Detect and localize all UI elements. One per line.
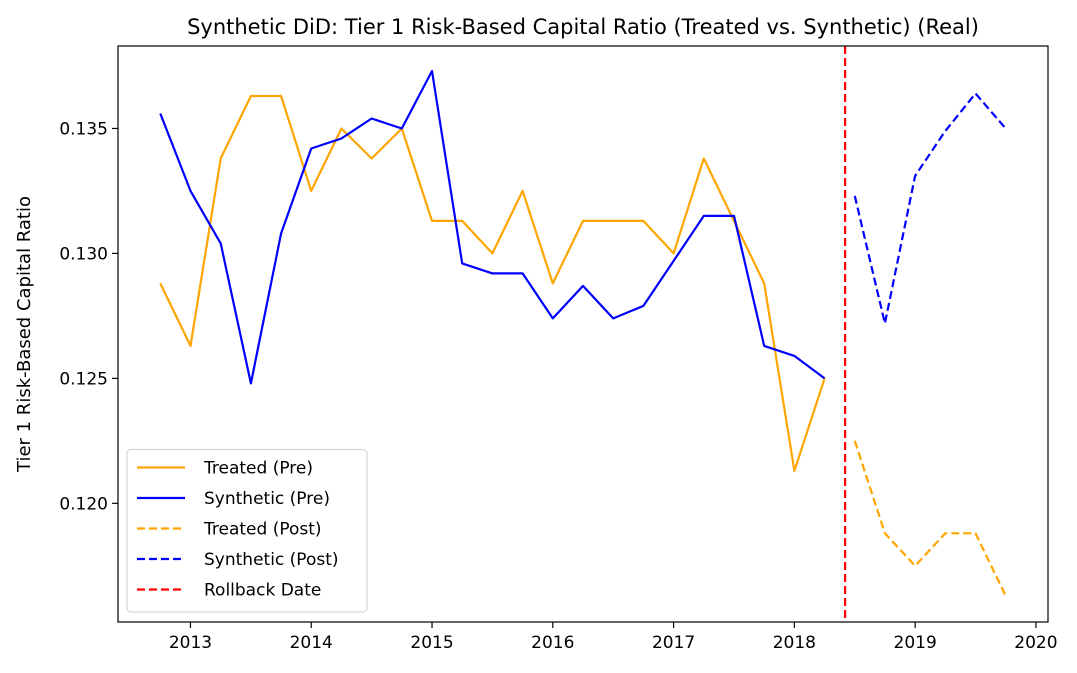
y-tick-label: 0.130 (59, 244, 108, 264)
series-line-1 (159, 94, 826, 472)
x-tick-label: 2017 (652, 633, 695, 653)
series-line-4 (853, 92, 1007, 325)
legend-label: Synthetic (Pre) (204, 489, 330, 509)
series-line-2 (159, 69, 826, 385)
y-tick-label: 0.135 (59, 119, 108, 139)
x-tick-label: 2019 (894, 633, 937, 653)
legend-label: Synthetic (Post) (204, 550, 339, 570)
x-tick-label: 2015 (410, 633, 453, 653)
chart-title: Synthetic DiD: Tier 1 Risk-Based Capital… (187, 15, 979, 39)
y-axis-title: Tier 1 Risk-Based Capital Ratio (14, 196, 35, 473)
x-tick-label: 2016 (531, 633, 574, 653)
axes: 2013 2014 2015 2016 2017 2018 2019 2020 0.120 0.1… (59, 45, 1058, 653)
x-tick-label: 2018 (773, 633, 816, 653)
x-tick-label: 2014 (290, 633, 333, 653)
legend-box (126, 449, 368, 613)
legend-label: Rollback Date (204, 581, 321, 601)
plot-area (159, 46, 1007, 622)
legend: Treated (Pre) Synthetic (Pre) Treated (Pos… (126, 449, 368, 613)
x-tick-label: 2013 (169, 633, 212, 653)
y-tick-label: 0.120 (59, 494, 108, 514)
series-line-3 (853, 440, 1007, 597)
y-tick-label: 0.125 (59, 369, 108, 389)
x-tick-label: 2020 (1014, 633, 1057, 653)
legend-label: Treated (Pre) (203, 459, 313, 479)
legend-label: Treated (Post) (203, 520, 322, 540)
plot-frame (117, 45, 1049, 623)
